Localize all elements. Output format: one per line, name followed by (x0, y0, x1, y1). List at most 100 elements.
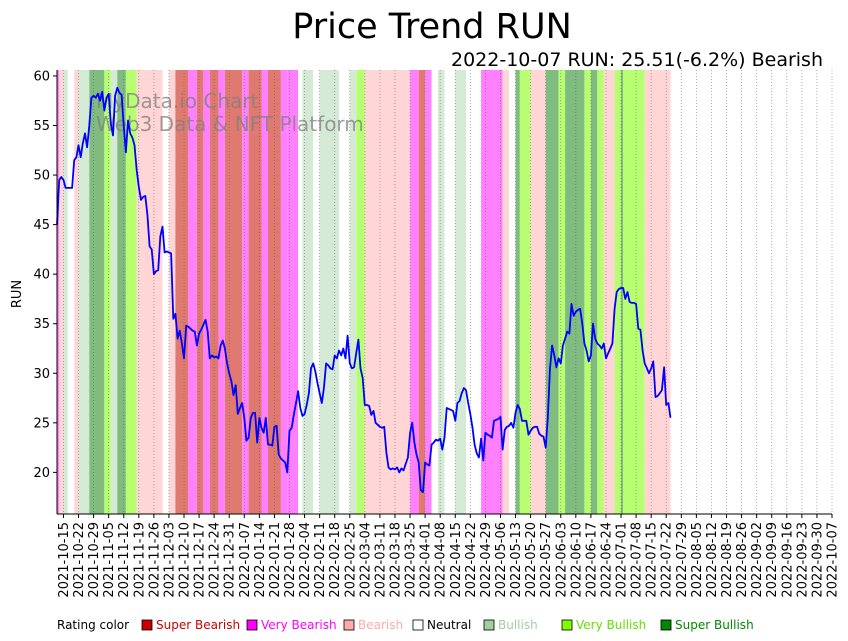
x-tick-label: 2022-03-04 (358, 522, 373, 598)
band-neutral (298, 70, 303, 514)
band-super-bullish (565, 70, 585, 514)
legend-swatch (660, 619, 672, 631)
legend-item: Very Bullish (576, 618, 646, 632)
y-tick-label: 40 (33, 268, 50, 283)
band-very-bearish (287, 70, 299, 514)
y-tick-label: 25 (33, 416, 50, 431)
x-tick-label: 2022-07-22 (660, 522, 675, 598)
x-axis-ticks: 2021-10-15 2021-10-22 2021-10-29 2021-11-05… (57, 514, 841, 598)
x-tick-label: 2021-10-29 (87, 522, 102, 598)
watermark-line-2: Web3 Data & NFT Platform (96, 112, 364, 136)
band-bullish (78, 70, 90, 514)
band-super-bearish (248, 70, 262, 514)
x-tick-label: 2022-04-22 (464, 522, 479, 598)
x-tick-label: 2022-09-09 (765, 522, 780, 598)
legend-swatch (246, 619, 258, 631)
y-tick-label: 60 (33, 69, 50, 84)
x-tick-label: 2022-05-13 (509, 522, 524, 598)
band-bearish (136, 70, 144, 514)
legend-item: Super Bullish (675, 618, 754, 632)
x-tick-label: 2022-07-29 (675, 522, 690, 598)
x-tick-label: 2022-07-15 (645, 522, 660, 598)
x-tick-label: 2021-12-10 (178, 522, 193, 598)
band-very-bullish (558, 70, 566, 514)
x-tick-label: 2022-01-07 (238, 522, 253, 598)
x-tick-label: 2022-09-30 (810, 522, 825, 598)
legend-item: Bullish (498, 618, 538, 632)
x-tick-label: 2022-06-03 (554, 522, 569, 598)
x-tick-label: 2022-01-21 (268, 522, 283, 598)
x-tick-label: 2022-02-04 (298, 522, 313, 598)
x-tick-label: 2021-12-31 (223, 522, 238, 598)
x-tick-label: 2022-04-15 (449, 522, 464, 598)
band-super-bullish (621, 70, 624, 514)
band-bearish (603, 70, 615, 514)
band-super-bullish (89, 70, 105, 514)
band-very-bearish (203, 70, 210, 514)
band-super-bearish (175, 70, 189, 514)
band-bearish (379, 70, 395, 514)
band-bearish (530, 70, 546, 514)
band-neutral (444, 70, 456, 514)
band-super-bullish (545, 70, 559, 514)
x-tick-label: 2021-11-05 (102, 522, 117, 598)
x-tick-label: 2022-06-10 (569, 522, 584, 598)
band-very-bearish (261, 70, 268, 514)
band-very-bearish (410, 70, 419, 514)
legend-item: Neutral (427, 618, 471, 632)
band-bullish (455, 70, 467, 514)
chart-subtitle: 2022-10-07 RUN: 25.51(-6.2%) Bearish (451, 49, 823, 71)
x-tick-label: 2022-02-18 (328, 522, 343, 598)
legend-swatch (343, 619, 355, 631)
rating-legend: Rating color Super Bearish Very Bearish Bea… (57, 618, 754, 632)
x-tick-label: 2022-06-24 (599, 522, 614, 598)
legend-swatch (561, 619, 573, 631)
x-tick-label: 2022-09-23 (795, 522, 810, 598)
y-tick-label: 35 (33, 317, 50, 332)
price-series (56, 86, 672, 494)
x-tick-label: 2022-09-02 (750, 522, 765, 598)
axes (56, 70, 832, 515)
chart-title: Price Trend RUN (292, 7, 572, 47)
band-super-bullish (515, 70, 520, 514)
band-very-bearish (494, 70, 503, 514)
band-neutral (509, 70, 516, 514)
x-tick-label: 2022-06-17 (584, 522, 599, 598)
y-axis-ticks: 20 25 30 35 40 45 50 55 60 (33, 69, 57, 481)
band-neutral (313, 70, 320, 514)
x-tick-label: 2022-05-06 (494, 522, 509, 598)
x-tick-label: 2021-11-12 (117, 522, 132, 598)
band-bearish (143, 70, 163, 514)
x-tick-label: 2022-03-25 (404, 522, 419, 598)
band-neutral (466, 70, 482, 514)
legend-label: Rating color (57, 618, 129, 632)
watermark: MyData.io Chart Web3 Data & NFT Platform (96, 89, 364, 136)
band-super-bullish (590, 70, 598, 514)
x-tick-label: 2022-08-12 (705, 522, 720, 598)
band-very-bearish (57, 70, 60, 514)
x-tick-label: 2022-04-08 (434, 522, 449, 598)
x-tick-label: 2022-07-08 (630, 522, 645, 598)
x-tick-label: 2022-10-07 (826, 522, 841, 598)
band-bearish (644, 70, 671, 514)
x-tick-label: 2021-12-17 (193, 522, 208, 598)
x-tick-label: 2022-03-18 (388, 522, 403, 598)
band-super-bullish (117, 70, 126, 514)
y-tick-label: 50 (33, 169, 50, 184)
legend-item: Super Bearish (156, 618, 240, 632)
band-very-bearish (218, 70, 225, 514)
y-tick-label: 30 (33, 367, 50, 382)
rating-bands (57, 70, 671, 514)
band-very-bearish (481, 70, 495, 514)
band-bearish (364, 70, 380, 514)
y-tick-label: 55 (33, 119, 50, 134)
x-tick-label: 2022-05-27 (539, 522, 554, 598)
band-neutral (431, 70, 439, 514)
band-bullish (349, 70, 357, 514)
x-tick-label: 2022-08-19 (720, 522, 735, 598)
x-tick-label: 2022-03-11 (373, 522, 388, 598)
x-tick-label: 2022-02-11 (313, 522, 328, 598)
x-tick-label: 2021-10-15 (57, 522, 72, 598)
band-very-bullish (519, 70, 531, 514)
